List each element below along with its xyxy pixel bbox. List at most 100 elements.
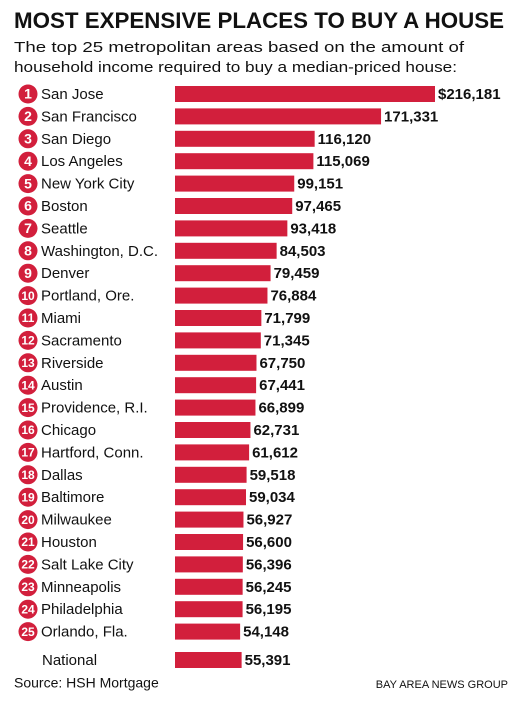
- bar: [175, 623, 241, 640]
- rank-number: 12: [21, 334, 35, 348]
- value-label: $216,181: [438, 86, 501, 103]
- rank-badge: [18, 353, 38, 373]
- category-label: Sacramento: [41, 332, 122, 349]
- rank-badge: [18, 487, 38, 507]
- value-label: 71,799: [264, 310, 310, 327]
- category-label: Riverside: [41, 355, 104, 372]
- rank-number: 18: [21, 468, 35, 482]
- rank-badge: [18, 442, 38, 462]
- rank-number: 1: [24, 86, 32, 102]
- category-label: Austin: [41, 377, 83, 394]
- category-label: Philadelphia: [41, 601, 123, 618]
- bar: [175, 220, 288, 237]
- value-label: 66,899: [258, 400, 304, 417]
- value-label: 56,927: [246, 512, 292, 529]
- bar: [175, 466, 247, 483]
- rank-number: 25: [21, 625, 35, 639]
- category-label: Los Angeles: [41, 153, 123, 170]
- rank-number: 3: [24, 131, 32, 147]
- rank-badge: [18, 398, 38, 418]
- subtitle: The top 25 metropolitan areas based on t…: [14, 39, 465, 56]
- rank-badge: [18, 218, 38, 238]
- category-label: Chicago: [41, 422, 96, 439]
- rank-number: 4: [24, 153, 32, 169]
- category-label: Baltimore: [41, 489, 104, 506]
- rank-badge: [18, 420, 38, 440]
- bar: [175, 534, 244, 550]
- value-label: 56,396: [246, 556, 292, 573]
- category-label: Minneapolis: [41, 579, 121, 596]
- bar: [175, 556, 243, 573]
- bar: [175, 86, 435, 102]
- chart-title: MOST EXPENSIVE PLACES TO BUY A HOUSE: [14, 8, 504, 33]
- rank-number: 6: [24, 198, 32, 214]
- category-label: Salt Lake City: [41, 556, 134, 573]
- rank-badge: [18, 554, 38, 574]
- rank-badge: [18, 286, 38, 306]
- rank-number: 8: [24, 243, 32, 259]
- rank-badge: [18, 308, 38, 328]
- value-label: 97,465: [295, 198, 341, 215]
- source: Source: HSH Mortgage: [14, 675, 159, 691]
- rank-number: 23: [21, 580, 35, 594]
- bar: [175, 175, 295, 192]
- category-label: Milwaukee: [41, 512, 112, 529]
- category-label: Seattle: [41, 220, 88, 237]
- rank-number: 11: [22, 311, 35, 325]
- rank-badge: [18, 577, 38, 597]
- rank-badge: [18, 532, 38, 552]
- category-label: Portland, Ore.: [41, 288, 134, 305]
- value-label: 55,391: [245, 652, 291, 669]
- bar: [175, 153, 314, 170]
- value-label: 56,245: [246, 579, 292, 596]
- rank-badge: [18, 174, 38, 194]
- bar: [175, 242, 277, 259]
- category-label: Boston: [41, 198, 88, 215]
- rank-badge: [18, 622, 38, 642]
- value-label: 116,120: [318, 131, 371, 148]
- value-label: 67,750: [259, 355, 305, 372]
- rank-badge: [18, 196, 38, 216]
- rank-badge: [18, 151, 38, 171]
- rank-badge: [18, 129, 38, 149]
- rank-number: 9: [24, 265, 32, 281]
- rank-badge: [18, 263, 38, 283]
- bar: [175, 377, 257, 394]
- value-label: 67,441: [259, 377, 305, 394]
- rank-number: 19: [21, 490, 35, 504]
- category-label: San Jose: [41, 86, 104, 103]
- category-label: Hartford, Conn.: [41, 444, 144, 461]
- rank-number: 17: [21, 446, 35, 460]
- value-label: 76,884: [270, 288, 317, 305]
- bar: [175, 265, 271, 282]
- value-label: 71,345: [264, 332, 310, 349]
- category-label: Dallas: [41, 467, 83, 484]
- category-label: San Francisco: [41, 108, 137, 125]
- value-label: 56,195: [246, 601, 292, 618]
- category-label: Orlando, Fla.: [41, 624, 128, 641]
- bar: [175, 108, 382, 125]
- value-label: 99,151: [297, 176, 343, 193]
- subtitle: household income required to buy a media…: [14, 59, 457, 76]
- rank-badge: [18, 599, 38, 619]
- category-label: Denver: [41, 265, 89, 282]
- rank-number: 2: [24, 108, 32, 124]
- category-label: New York City: [41, 176, 135, 193]
- rank-number: 24: [21, 602, 35, 616]
- value-label: 61,612: [252, 444, 298, 461]
- category-label: Houston: [41, 534, 97, 551]
- rank-number: 22: [21, 558, 35, 572]
- rank-badge: [18, 84, 38, 104]
- rank-badge: [18, 510, 38, 530]
- value-label: 54,148: [243, 624, 289, 641]
- credit: BAY AREA NEWS GROUP: [376, 679, 508, 691]
- category-label: Providence, R.I.: [41, 400, 148, 417]
- value-label: 79,459: [274, 265, 320, 282]
- rank-number: 5: [24, 175, 32, 191]
- rank-number: 7: [24, 220, 32, 236]
- rank-number: 16: [21, 423, 35, 437]
- bar: [175, 130, 315, 147]
- category-label: Washington, D.C.: [41, 243, 158, 260]
- bar: [175, 422, 251, 438]
